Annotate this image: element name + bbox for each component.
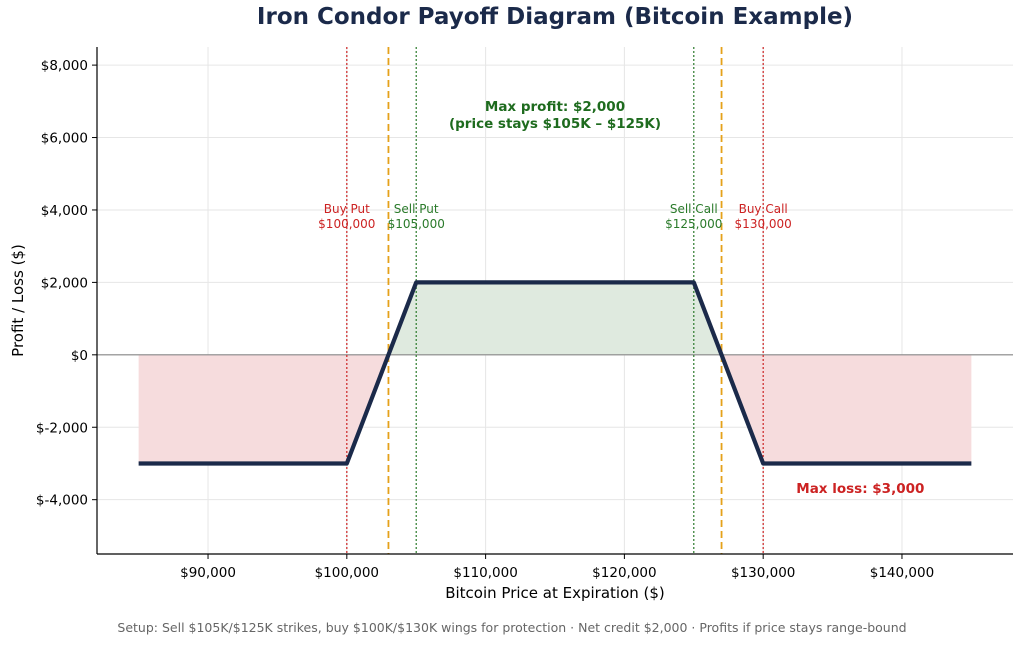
y-tick-label: $-2,000 xyxy=(36,420,88,436)
y-tick-label: $-4,000 xyxy=(36,493,88,509)
x-tick-label: $120,000 xyxy=(592,565,656,581)
annotation-subtext: (price stays $105K – $125K) xyxy=(449,116,661,132)
x-tick-label: $100,000 xyxy=(315,565,379,581)
y-tick-label: $2,000 xyxy=(41,275,88,291)
strike-value: $130,000 xyxy=(735,217,792,231)
y-tick-label: $8,000 xyxy=(41,58,88,74)
strike-lines xyxy=(346,47,764,554)
axes: $90,000 $100,000 $110,000 $120,000 $130,000 $… xyxy=(9,47,1013,602)
profit-area xyxy=(416,282,694,355)
loss-area xyxy=(763,354,972,464)
annotation-text: Max loss: $3,000 xyxy=(796,481,924,497)
y-tick-label: $6,000 xyxy=(41,131,88,147)
annotation-text: Max profit: $2,000 xyxy=(485,99,625,115)
strike-value: $105,000 xyxy=(388,217,445,231)
payoff-line xyxy=(138,280,972,466)
payoff-chart: $90,000 $100,000 $110,000 $120,000 $130,000 $… xyxy=(9,47,1013,602)
x-axis-label: Bitcoin Price at Expiration ($) xyxy=(445,584,665,602)
loss-area xyxy=(138,354,347,464)
x-tick-label: $130,000 xyxy=(731,565,795,581)
strike-label: Sell Put xyxy=(394,202,439,216)
strike-label: Sell Call xyxy=(670,202,718,216)
y-tick-label: $4,000 xyxy=(41,203,88,219)
chart-title: Iron Condor Payoff Diagram (Bitcoin Exam… xyxy=(256,4,854,30)
strike-value: $125,000 xyxy=(665,217,722,231)
y-axis-label: Profit / Loss ($) xyxy=(9,244,27,357)
x-tick-label: $110,000 xyxy=(453,565,517,581)
strike-label: Buy Put xyxy=(324,202,370,216)
strike-label: Buy Call xyxy=(739,202,788,216)
chart-labels: Buy Put$100,000 Sell Put$105,000 Sell Call… xyxy=(318,99,924,497)
x-tick-label: $140,000 xyxy=(870,565,934,581)
y-tick-label: $0 xyxy=(71,348,88,364)
strike-value: $100,000 xyxy=(318,217,375,231)
payoff-line-group xyxy=(138,280,972,466)
chart-footer-note: Setup: Sell $105K/$125K strikes, buy $10… xyxy=(117,620,907,635)
payoff-fill xyxy=(97,282,1013,464)
x-tick-label: $90,000 xyxy=(180,565,236,581)
